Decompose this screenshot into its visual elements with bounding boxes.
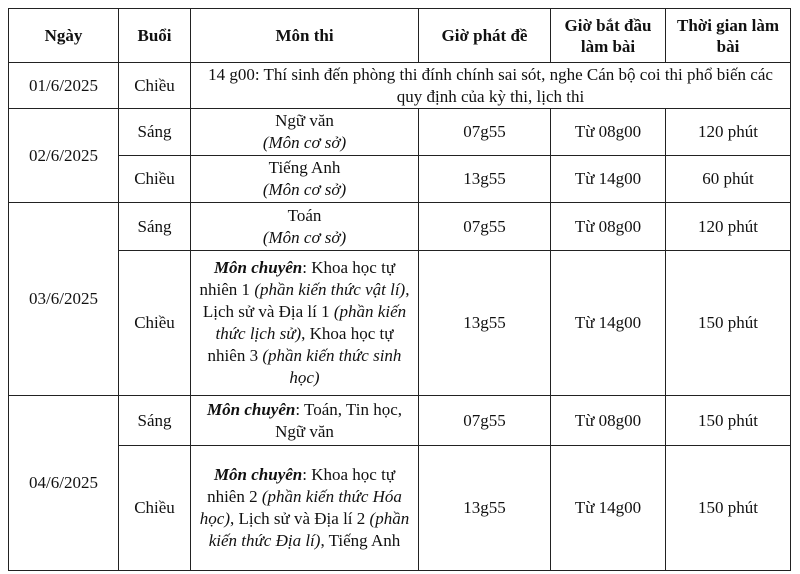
subject-text: (phần kiến thức Địa lí) xyxy=(208,509,410,550)
row: 04/6/2025 Sáng Môn chuyên: Toán, Tin học… xyxy=(8,395,791,571)
duration: 150 phút xyxy=(665,250,791,396)
start: Từ 08g00 xyxy=(550,108,666,156)
subject-text: (phần kiến thức sinh học) xyxy=(262,346,402,387)
row: Chiều Môn chuyên: Khoa học tự nhiên 1 (p… xyxy=(9,250,791,396)
session: Chiều xyxy=(118,62,191,109)
subject-text: : Toán, Tin học, Ngữ văn xyxy=(275,399,402,441)
subject-text: Môn chuyên xyxy=(207,399,296,419)
paper-time: 13g55 xyxy=(418,155,551,203)
subject-text: Môn chuyên xyxy=(213,465,303,484)
start: Từ 08g00 xyxy=(550,202,666,251)
subject-text: , Lịch sử và Địa lí 1 xyxy=(202,280,410,321)
session: Chiều xyxy=(118,155,191,203)
session: Chiều xyxy=(118,445,191,571)
start: Từ 14g00 xyxy=(550,445,666,571)
session: Chiều xyxy=(118,250,191,396)
duration: 60 phút xyxy=(665,155,791,203)
header-cell: Thời gian làm bài xyxy=(665,8,791,63)
subject-text: (Môn cơ sở) xyxy=(262,180,347,199)
subject-text: , Lịch sử và Địa lí 2 xyxy=(230,509,370,528)
date: 01/6/2025 xyxy=(8,62,119,109)
session: Sáng xyxy=(118,108,191,156)
row: Chiều Môn chuyên: Khoa học tự nhiên 2 (p… xyxy=(9,445,791,571)
subject-text: Toán xyxy=(287,205,322,225)
session: Sáng xyxy=(118,395,191,446)
subject: Tiếng Anh (Môn cơ sở) xyxy=(190,155,419,203)
start: Từ 14g00 xyxy=(550,155,666,203)
duration: 120 phút xyxy=(665,108,791,156)
header-cell: Giờ bắt đầu làm bài xyxy=(550,8,666,63)
paper-time: 07g55 xyxy=(418,395,551,446)
subject-text: : Khoa học tự nhiên 1 xyxy=(199,258,396,299)
row: 02/6/2025 Sáng Ngữ văn (Môn cơ sở) 07g55 … xyxy=(8,108,791,203)
paper-time: 07g55 xyxy=(418,108,551,156)
date: 02/6/2025 xyxy=(8,108,119,203)
start: Từ 14g00 xyxy=(550,250,666,396)
subject-text: Ngữ văn xyxy=(275,111,334,130)
subject-text: (phần kiến thức vật lí) xyxy=(254,280,406,299)
paper-time: 07g55 xyxy=(418,202,551,251)
subject-text: (phần kiến thức Hóa học) xyxy=(199,487,402,528)
paper-time: 13g55 xyxy=(418,445,551,571)
subject-text: Tiếng Anh xyxy=(268,158,341,177)
subject: Toán (Môn cơ sở) xyxy=(190,202,419,251)
row: 01/6/2025 Chiều 14 g00: Thí sinh đến phò… xyxy=(8,62,791,109)
row: Chiều Tiếng Anh (Môn cơ sở) 13g55 Từ 14g0… xyxy=(9,155,791,203)
header-cell: Môn thi xyxy=(190,8,419,63)
subject: Môn chuyên: Khoa học tự nhiên 1 (phần ki… xyxy=(190,250,419,396)
subject-text: , Tiếng Anh xyxy=(320,531,401,550)
date: 04/6/2025 xyxy=(8,395,119,571)
header-cell: Ngày xyxy=(8,8,119,63)
subject-text: (phần kiến thức lịch sử) xyxy=(215,302,407,343)
header-row: Ngày Buổi Môn thi Giờ phát đề Giờ bắt đầ… xyxy=(8,8,791,63)
start: Từ 08g00 xyxy=(550,395,666,446)
header-cell: Giờ phát đề xyxy=(418,8,551,63)
header-cell: Buổi xyxy=(118,8,191,63)
paper-time: 13g55 xyxy=(418,250,551,396)
subject-text: (Môn cơ sở) xyxy=(262,227,347,247)
exam-schedule: Ngày Buổi Môn thi Giờ phát đề Giờ bắt đầ… xyxy=(8,8,791,571)
duration: 120 phút xyxy=(665,202,791,251)
subject: Ngữ văn (Môn cơ sở) xyxy=(190,108,419,156)
row: 03/6/2025 Sáng Toán (Môn cơ sở) 07g55 Từ … xyxy=(8,202,791,396)
date: 03/6/2025 xyxy=(8,202,119,396)
subject: Môn chuyên: Toán, Tin học, Ngữ văn xyxy=(190,395,419,446)
subject-text: (Môn cơ sở) xyxy=(262,133,347,152)
duration: 150 phút xyxy=(665,445,791,571)
subject-text: Môn chuyên xyxy=(213,258,303,277)
note: 14 g00: Thí sinh đến phòng thi đính chín… xyxy=(190,62,791,109)
duration: 150 phút xyxy=(665,395,791,446)
subject-text: : Khoa học tự nhiên 2 xyxy=(207,465,396,506)
subject-text: , Khoa học tự nhiên 3 xyxy=(207,324,394,365)
session: Sáng xyxy=(118,202,191,251)
subject: Môn chuyên: Khoa học tự nhiên 2 (phần ki… xyxy=(190,445,419,571)
